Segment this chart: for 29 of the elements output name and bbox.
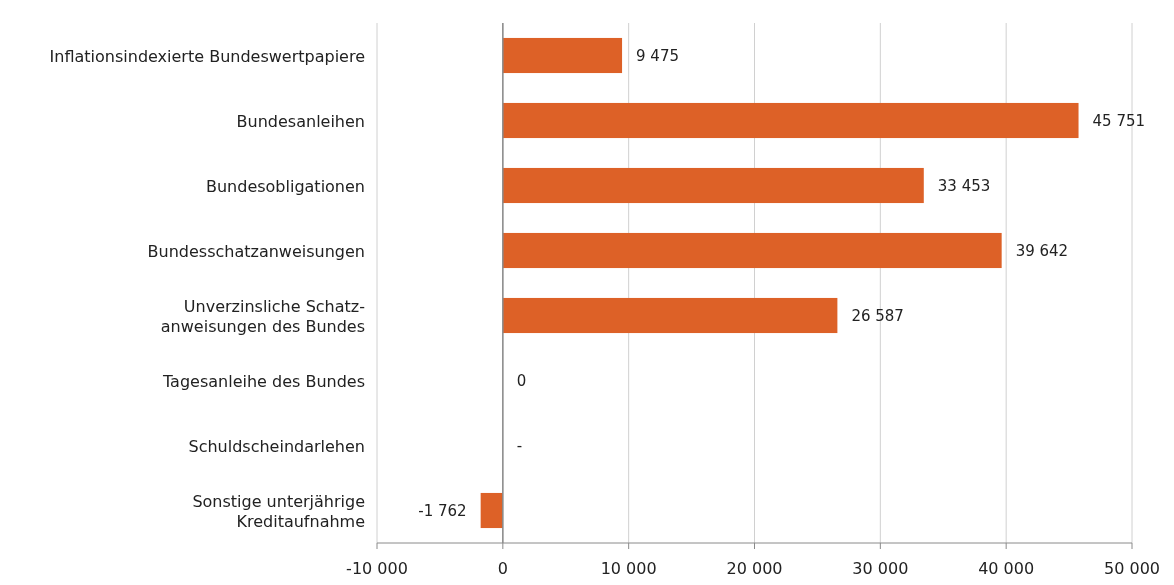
y-tick-label: Tagesanleihe des Bundes: [161, 371, 365, 390]
y-tick-label: Bundesschatzanweisungen: [147, 241, 365, 260]
x-tick-label: 30 000: [852, 559, 909, 578]
x-tick-label: 10 000: [600, 559, 657, 578]
x-tick-label: 20 000: [726, 559, 783, 578]
y-tick-label: Sonstige unterjährige Kreditaufnahme: [192, 491, 365, 530]
y-tick-label: Inflationsindexierte Bundeswertpapiere: [49, 46, 365, 65]
data-label: 0: [516, 371, 527, 390]
bar: [502, 297, 838, 334]
y-tick-label: Bundesobligationen: [205, 176, 365, 195]
data-label: 33 453: [937, 176, 991, 195]
y-tick-label: Unverzinsliche Schatz- anweisungen des Bundes: [160, 296, 365, 335]
bar: [502, 37, 623, 74]
data-label: 45 751: [1092, 111, 1146, 130]
bar: [502, 232, 1002, 269]
y-tick-label: Bundesanleihen: [236, 111, 365, 130]
data-label: 39 642: [1015, 241, 1069, 260]
x-tick-label: 0: [497, 559, 508, 578]
x-tick-label: 40 000: [978, 559, 1035, 578]
bar: [502, 167, 924, 204]
text: -: [516, 436, 523, 455]
x-tick-label: 50 000: [1104, 559, 1160, 578]
bar: [502, 102, 1079, 139]
bar: [480, 492, 503, 529]
y-tick-label: Schuldscheindarlehen: [188, 436, 365, 455]
data-label: 9 475: [636, 46, 680, 65]
data-label: -1 762: [418, 501, 467, 520]
data-label: 26 587: [851, 306, 904, 325]
x-tick-label: -10 000: [346, 559, 408, 578]
